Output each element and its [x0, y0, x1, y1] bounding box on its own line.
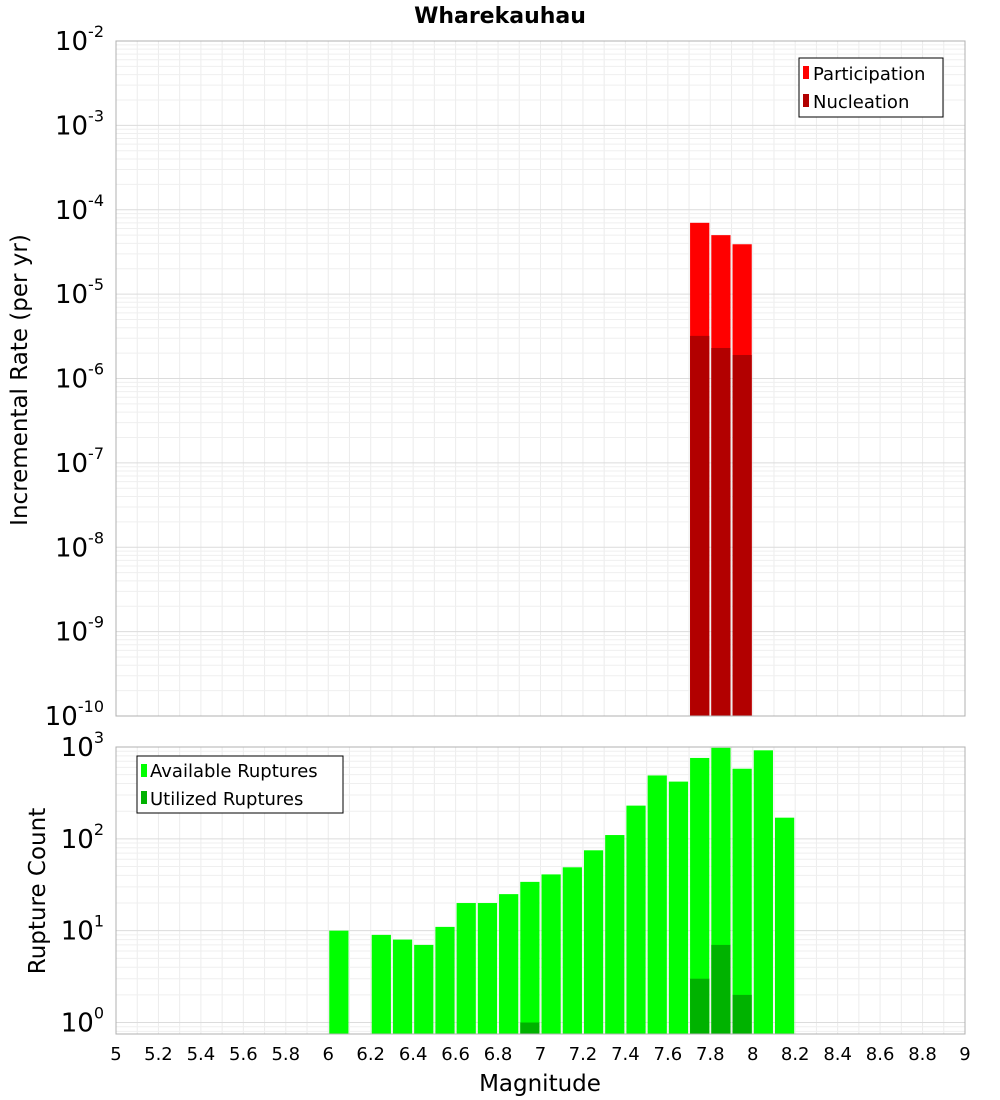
- legend-swatch-utilized: [141, 791, 147, 804]
- x-tick-label: 6: [323, 1044, 334, 1065]
- bottom-legend: Available Ruptures Utilized Ruptures: [136, 755, 344, 814]
- top-y-ticks: 10-10 10-9 10-8 10-7 10-6 10-5 10-4 10-3 10-2: [45, 22, 104, 732]
- legend-label-participation: Participation: [813, 64, 925, 85]
- bar-available-ruptures: [562, 867, 582, 1034]
- bar-available-ruptures: [541, 874, 561, 1034]
- x-tick-label: 8.4: [823, 1044, 852, 1065]
- legend-label-nucleation: Nucleation: [813, 92, 909, 113]
- x-tick-label: 8.2: [781, 1044, 810, 1065]
- top-y-tick-label: 10-4: [55, 191, 104, 226]
- top-bars: [690, 222, 752, 717]
- bar-available-ruptures: [753, 750, 773, 1034]
- x-tick-label: 6.8: [484, 1044, 513, 1065]
- x-tick-label: 6.4: [399, 1044, 428, 1065]
- x-ticks: 5 5.2 5.4 5.6 5.8 6 6.2 6.4 6.6 6.8 7 7.2 7.4 7.6 7.8 8…: [110, 1044, 970, 1065]
- top-panel: 10-10 10-9 10-8 10-7 10-6 10-5 10-4 10-3 10-2 In…: [7, 22, 966, 732]
- bottom-y-ticks: 100 101 102 103: [61, 728, 104, 1039]
- bar-available-ruptures: [414, 944, 434, 1034]
- top-y-tick-label: 10-3: [55, 106, 104, 141]
- bar-utilized-ruptures: [711, 944, 731, 1034]
- bar-available-ruptures: [499, 894, 519, 1034]
- top-y-tick-label: 10-9: [55, 613, 104, 648]
- bar-nucleation: [732, 354, 752, 716]
- top-y-tick-label: 10-10: [45, 697, 104, 732]
- bottom-plot-border: [115, 746, 966, 1035]
- bar-available-ruptures: [520, 881, 540, 1034]
- bottom-bars: [329, 747, 795, 1034]
- bottom-legend-box: [136, 755, 344, 814]
- bar-available-ruptures: [583, 850, 604, 1034]
- bar-available-ruptures: [329, 930, 349, 1034]
- x-tick-label: 7.8: [696, 1044, 725, 1065]
- legend-swatch-nucleation: [803, 94, 809, 107]
- bar-available-ruptures: [774, 817, 795, 1034]
- x-tick-label: 5.2: [144, 1044, 173, 1065]
- bar-utilized-ruptures: [520, 1022, 540, 1034]
- top-y-axis-label: Incremental Rate (per yr): [7, 234, 33, 526]
- bar-available-ruptures: [435, 926, 455, 1034]
- x-tick-label: 8.8: [908, 1044, 937, 1065]
- bottom-y-tick-label: 103: [61, 728, 104, 763]
- x-tick-label: 5.6: [229, 1044, 258, 1065]
- x-tick-label: 6.2: [356, 1044, 385, 1065]
- legend-swatch-available: [141, 764, 147, 777]
- top-legend-box: [798, 57, 944, 118]
- bar-available-ruptures: [456, 903, 476, 1034]
- bar-available-ruptures: [690, 757, 710, 1034]
- x-tick-label: 7.2: [569, 1044, 598, 1065]
- legend-label-utilized: Utilized Ruptures: [150, 789, 303, 810]
- bottom-y-tick-label: 102: [61, 820, 104, 855]
- x-tick-label: 9: [959, 1044, 970, 1065]
- bar-utilized-ruptures: [690, 978, 710, 1034]
- x-axis-label: Magnitude: [479, 1071, 601, 1097]
- bottom-panel: 100 101 102 103 5 5.2 5.4 5.6 5.8 6 6.2 6.4 6.6 6.8 7…: [25, 728, 971, 1097]
- x-tick-label: 5.4: [187, 1044, 216, 1065]
- bar-available-ruptures: [626, 805, 646, 1034]
- x-tick-label: 6.6: [441, 1044, 470, 1065]
- x-tick-label: 5.8: [271, 1044, 300, 1065]
- bar-available-ruptures: [605, 835, 625, 1034]
- bar-nucleation: [711, 347, 731, 716]
- x-tick-label: 7: [535, 1044, 546, 1065]
- top-y-tick-label: 10-5: [55, 275, 104, 310]
- legend-swatch-participation: [803, 66, 809, 79]
- bar-available-ruptures: [477, 903, 498, 1034]
- top-y-tick-label: 10-8: [55, 528, 104, 563]
- x-tick-label: 8: [747, 1044, 758, 1065]
- bar-available-ruptures: [668, 781, 689, 1034]
- x-tick-label: 7.6: [654, 1044, 683, 1065]
- bar-available-ruptures: [647, 775, 667, 1034]
- bar-utilized-ruptures: [732, 994, 752, 1034]
- bottom-y-tick-label: 101: [61, 912, 104, 947]
- legend-label-available: Available Ruptures: [150, 761, 318, 782]
- top-y-tick-label: 10-6: [55, 360, 104, 395]
- top-legend: Participation Nucleation: [798, 57, 944, 118]
- top-y-tick-label: 10-7: [55, 444, 104, 479]
- x-tick-label: 7.4: [611, 1044, 640, 1065]
- bar-available-ruptures: [732, 768, 752, 1034]
- bottom-y-axis-label: Rupture Count: [25, 808, 51, 974]
- bar-available-ruptures: [392, 939, 413, 1034]
- top-plot-border: [115, 40, 966, 717]
- x-tick-label: 8.6: [866, 1044, 895, 1065]
- x-tick-label: 5: [110, 1044, 121, 1065]
- bar-available-ruptures: [371, 934, 391, 1034]
- bar-nucleation: [690, 335, 710, 716]
- chart-title: Wharekauhau: [414, 4, 586, 29]
- top-grid: [115, 40, 966, 717]
- bottom-y-tick-label: 100: [61, 1004, 104, 1039]
- top-y-tick-label: 10-2: [55, 22, 104, 57]
